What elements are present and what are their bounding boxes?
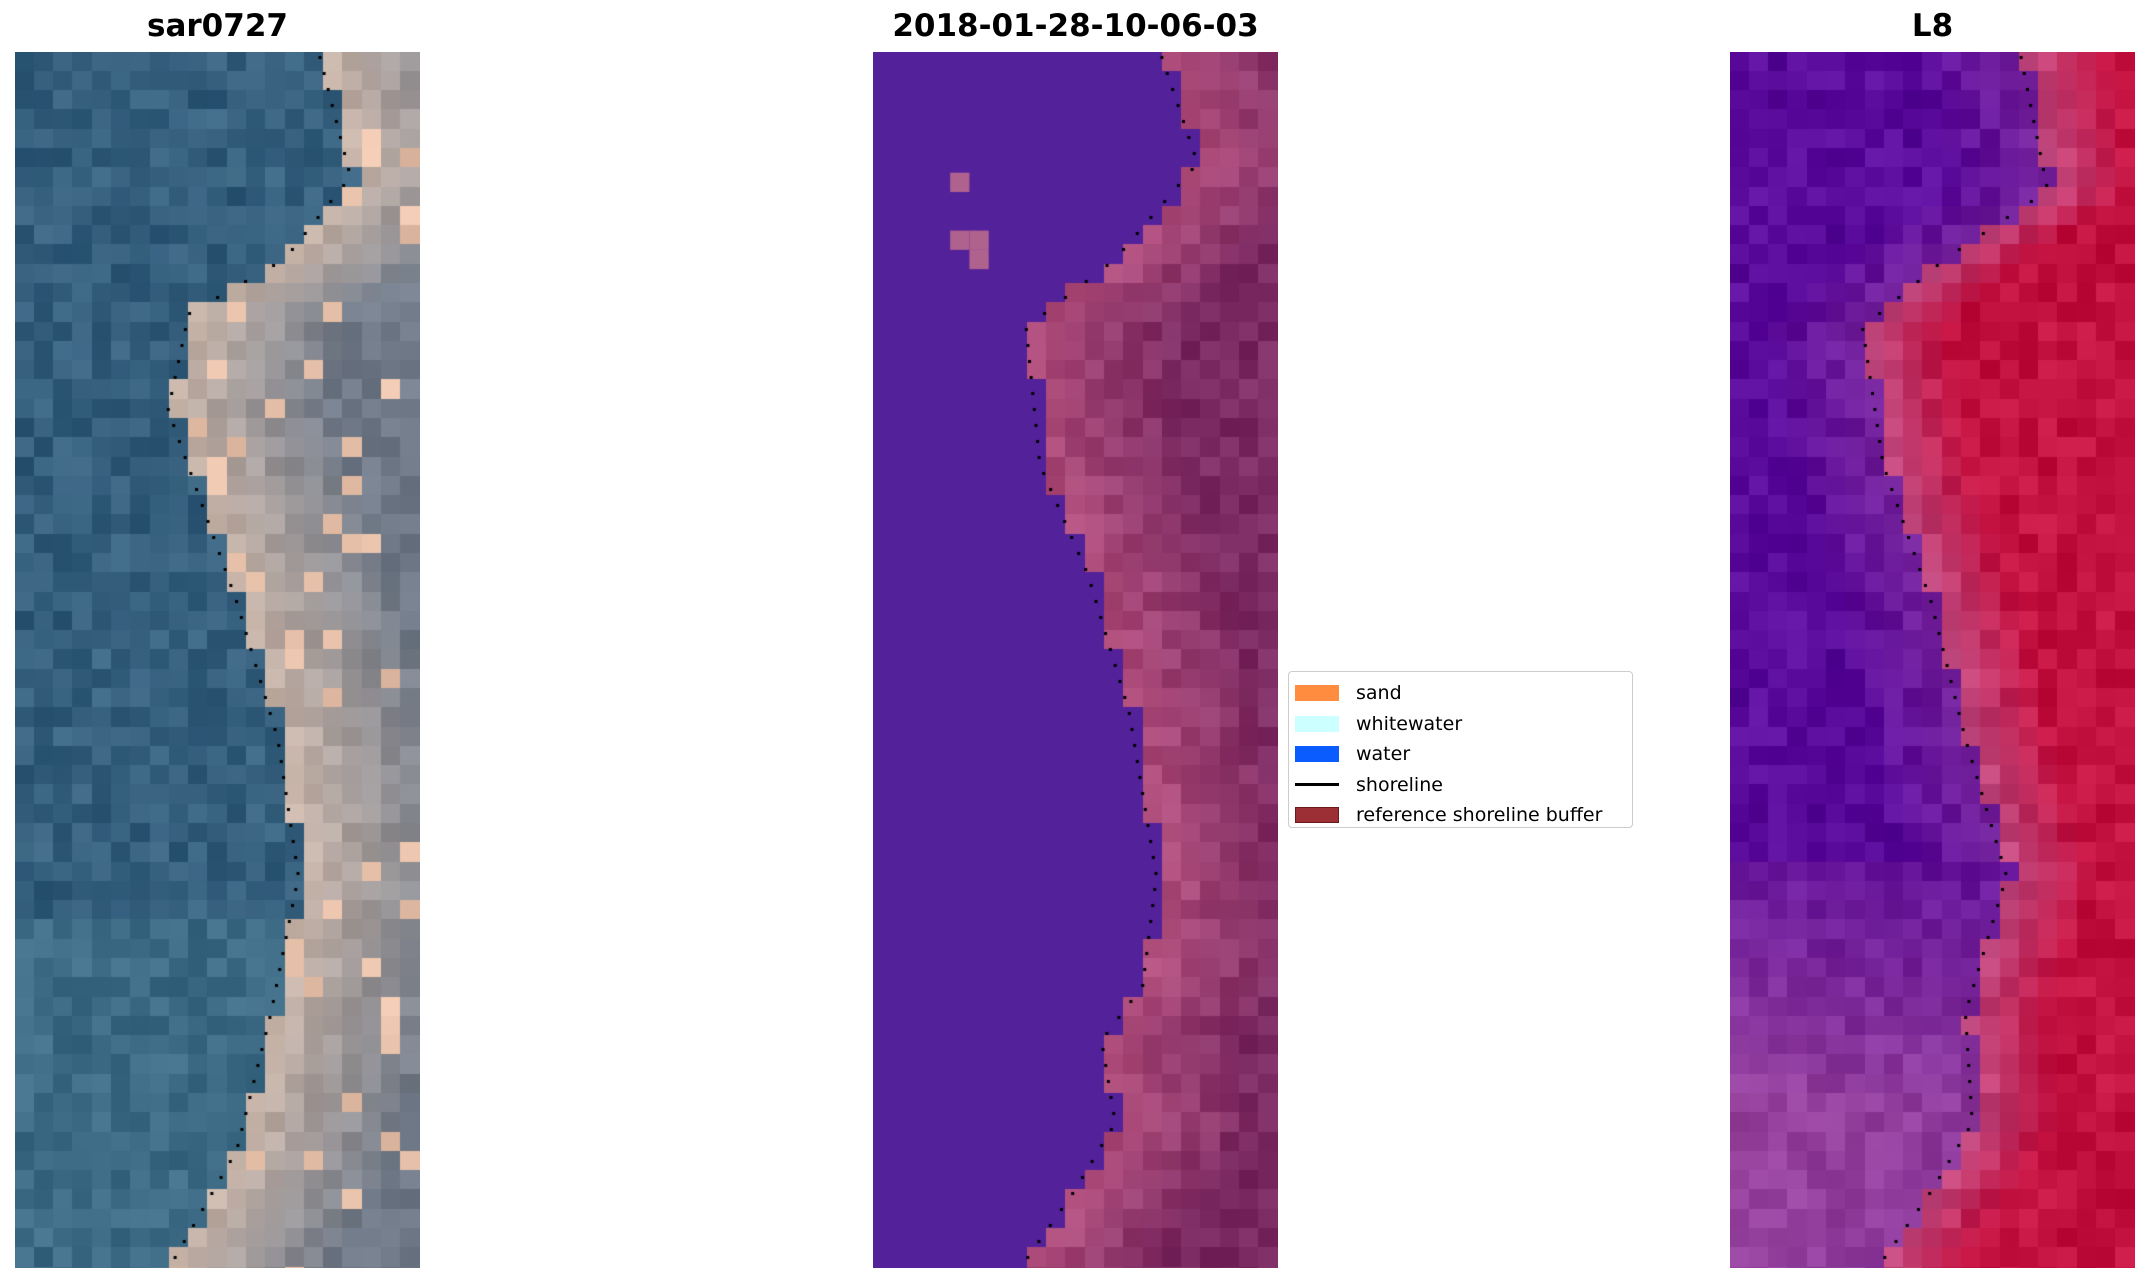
legend-label: reference shoreline buffer xyxy=(1356,804,1603,827)
legend-label: whitewater xyxy=(1356,712,1463,735)
whitewater-swatch xyxy=(1295,715,1339,732)
legend-item-shoreline: shoreline xyxy=(1295,770,1632,801)
buffer-swatch xyxy=(1295,807,1339,824)
sand-swatch xyxy=(1295,685,1339,702)
legend-label: shoreline xyxy=(1356,773,1443,796)
panel-title-date: 2018-01-28-10-06-03 xyxy=(892,8,1259,44)
legend: sand whitewater water shoreline referenc… xyxy=(1288,671,1633,828)
index-image-panel xyxy=(1730,52,2135,1268)
legend-item-buffer: reference shoreline buffer xyxy=(1295,800,1632,831)
legend-label: water xyxy=(1356,743,1411,766)
shoreline-line-swatch xyxy=(1295,783,1339,787)
legend-item-water: water xyxy=(1295,739,1632,770)
water-swatch xyxy=(1295,746,1339,763)
rgb-image-panel xyxy=(15,52,420,1268)
classified-image-panel xyxy=(873,52,1278,1268)
panel-title-sar0727: sar0727 xyxy=(147,8,288,44)
legend-label: sand xyxy=(1356,682,1402,705)
legend-item-whitewater: whitewater xyxy=(1295,709,1632,740)
panel-title-l8: L8 xyxy=(1911,8,1954,44)
legend-item-sand: sand xyxy=(1295,678,1632,709)
